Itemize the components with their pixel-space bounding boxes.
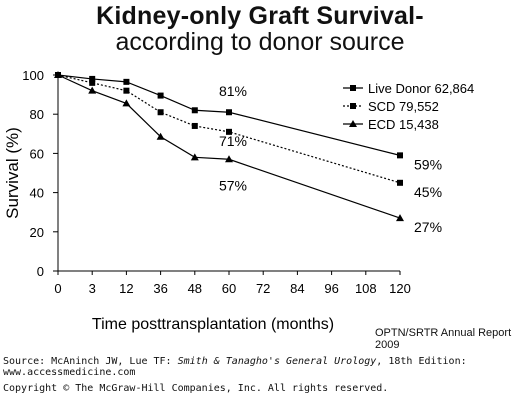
data-point-square — [397, 179, 403, 186]
data-point-square — [397, 152, 403, 159]
x-tick-label: 96 — [324, 281, 338, 296]
chart-title: Kidney-only Graft Survival- — [96, 2, 424, 30]
data-annotation: 45% — [414, 184, 442, 200]
x-tick-label: 3 — [89, 281, 96, 296]
data-credit: OPTN/SRTR Annual Report 2009 — [375, 327, 512, 351]
data-annotation: 57% — [219, 177, 247, 193]
data-point-square — [191, 122, 198, 129]
data-annotation: 81% — [219, 83, 247, 99]
y-tick-label: 20 — [30, 225, 44, 240]
data-point-square — [89, 79, 96, 86]
x-tick-label: 12 — [119, 281, 133, 296]
x-tick-label: 108 — [355, 281, 377, 296]
legend-marker — [349, 120, 357, 127]
data-point-square — [123, 87, 130, 94]
source-citation: Source: McAninch JW, Lue TF: Smith & Tan… — [3, 356, 467, 378]
data-point-square — [191, 107, 198, 114]
data-point-triangle — [396, 214, 404, 222]
data-point-square — [226, 109, 232, 116]
data-point-square — [157, 109, 164, 116]
data-point-triangle — [225, 155, 233, 163]
x-tick-label: 36 — [153, 281, 167, 296]
y-tick-label: 60 — [30, 146, 44, 161]
x-tick-label: 48 — [188, 281, 202, 296]
data-point-square — [157, 92, 164, 99]
legend-entry-0: Live Donor 62,864 — [368, 81, 474, 96]
data-annotation: 71% — [219, 133, 247, 149]
data-point-square — [89, 75, 96, 82]
x-axis-label: Time posttransplantation (months) — [92, 316, 334, 333]
source-prefix: Source: McAninch JW, Lue TF: — [3, 356, 178, 367]
legend-marker — [350, 85, 356, 91]
y-tick-label: 40 — [30, 186, 44, 201]
survival-line-chart: 0 20 40 60 80 100 0 3 12 36 48 60 72 84 96 108 120 Time p… — [3, 68, 474, 333]
data-annotation: 27% — [414, 219, 442, 235]
y-tick-label: 80 — [30, 107, 44, 122]
data-annotation: 59% — [414, 156, 442, 172]
chart-subtitle: according to donor source — [115, 28, 405, 56]
x-tick-label: 72 — [256, 281, 270, 296]
y-axis-label: Survival (%) — [3, 127, 22, 219]
source-suffix: , 18th Edition: — [376, 356, 467, 367]
data-point-triangle — [190, 153, 199, 161]
copyright-notice: Copyright © The McGraw-Hill Companies, I… — [3, 383, 389, 394]
legend-marker — [350, 103, 356, 109]
data-point-square — [226, 128, 232, 135]
data-point-triangle — [88, 86, 97, 94]
x-tick-label: 120 — [389, 281, 411, 296]
y-tick-label: 100 — [22, 68, 44, 83]
x-tick-label: 0 — [54, 281, 61, 296]
source-book-title: Smith & Tanagho's General Urology — [177, 356, 377, 367]
x-tick-label: 60 — [222, 281, 236, 296]
y-tick-label: 0 — [37, 264, 44, 279]
data-point-triangle — [54, 71, 62, 78]
x-tick-label: 84 — [290, 281, 304, 296]
legend-entry-1: SCD 79,552 — [368, 99, 439, 114]
legend-entry-2: ECD 15,438 — [368, 117, 439, 132]
data-point-triangle — [156, 132, 165, 140]
data-point-triangle — [122, 99, 131, 107]
data-point-square — [123, 78, 130, 85]
source-url[interactable]: www.accessmedicine.com — [3, 367, 136, 378]
